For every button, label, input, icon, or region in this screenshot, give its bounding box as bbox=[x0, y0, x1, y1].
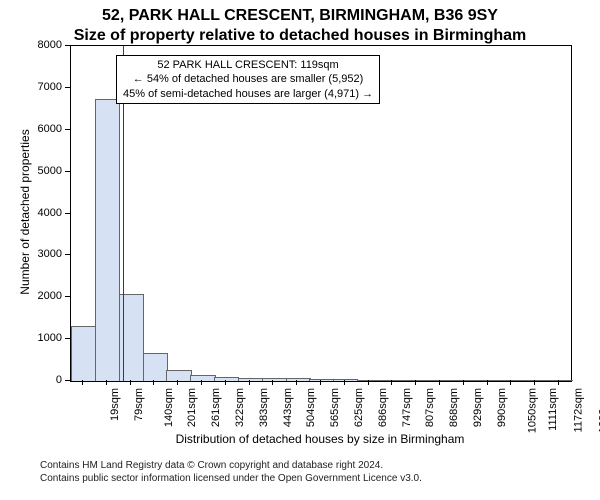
x-tick-label: 807sqm bbox=[425, 388, 437, 427]
x-tick-label: 443sqm bbox=[282, 388, 294, 427]
x-tick-mark bbox=[415, 380, 416, 385]
x-tick-mark bbox=[249, 380, 250, 385]
x-tick-mark bbox=[439, 380, 440, 385]
histogram-bar bbox=[500, 380, 525, 382]
x-tick-mark bbox=[391, 380, 392, 385]
x-tick-label: 929sqm bbox=[472, 388, 484, 427]
y-tick-label: 8000 bbox=[22, 39, 62, 51]
histogram-bar bbox=[143, 353, 168, 381]
histogram-bar bbox=[262, 378, 287, 382]
annotation-line-1: 52 PARK HALL CRESCENT: 119sqm bbox=[123, 58, 373, 72]
histogram-bar bbox=[333, 379, 358, 381]
x-tick-label: 565sqm bbox=[329, 388, 341, 427]
y-tick-label: 1000 bbox=[22, 332, 62, 344]
annotation-line-2: ← 54% of detached houses are smaller (5,… bbox=[123, 72, 373, 86]
x-tick-mark bbox=[82, 380, 83, 385]
x-tick-mark bbox=[106, 380, 107, 385]
x-tick-label: 383sqm bbox=[258, 388, 270, 427]
histogram-bar bbox=[190, 375, 215, 381]
annotation-line-3: 45% of semi-detached houses are larger (… bbox=[123, 87, 373, 101]
x-tick-mark bbox=[463, 380, 464, 385]
x-tick-mark bbox=[153, 380, 154, 385]
histogram-bar bbox=[238, 378, 263, 382]
y-tick-label: 3000 bbox=[22, 248, 62, 260]
y-tick-label: 5000 bbox=[22, 165, 62, 177]
x-tick-mark bbox=[296, 380, 297, 385]
x-tick-mark bbox=[534, 380, 535, 385]
y-tick-label: 4000 bbox=[22, 207, 62, 219]
x-tick-label: 686sqm bbox=[377, 388, 389, 427]
x-tick-mark bbox=[368, 380, 369, 385]
x-axis-label: Distribution of detached houses by size … bbox=[70, 432, 570, 446]
x-tick-mark bbox=[272, 380, 273, 385]
histogram-bar bbox=[95, 99, 120, 381]
x-tick-label: 504sqm bbox=[306, 388, 318, 427]
x-tick-mark bbox=[344, 380, 345, 385]
x-tick-label: 1050sqm bbox=[526, 388, 538, 433]
x-tick-label: 1172sqm bbox=[573, 388, 585, 432]
x-tick-mark bbox=[130, 380, 131, 385]
y-tick-label: 7000 bbox=[22, 81, 62, 93]
histogram-bar bbox=[428, 380, 453, 382]
annotation-box: 52 PARK HALL CRESCENT: 119sqm ← 54% of d… bbox=[116, 55, 380, 104]
x-tick-label: 322sqm bbox=[234, 388, 246, 427]
attribution-line-1: Contains HM Land Registry data © Crown c… bbox=[40, 460, 422, 473]
histogram-bar bbox=[405, 380, 430, 382]
histogram-bar bbox=[476, 380, 501, 382]
x-tick-label: 868sqm bbox=[448, 388, 460, 427]
x-tick-label: 261sqm bbox=[210, 388, 222, 427]
chart-title: 52, PARK HALL CRESCENT, BIRMINGHAM, B36 … bbox=[0, 6, 600, 46]
x-tick-label: 140sqm bbox=[163, 388, 175, 427]
histogram-bar bbox=[309, 379, 334, 381]
title-line-1: 52, PARK HALL CRESCENT, BIRMINGHAM, B36 … bbox=[0, 6, 600, 26]
histogram-bar bbox=[166, 370, 191, 381]
histogram-bar bbox=[286, 378, 311, 381]
attribution-line-2: Contains public sector information licen… bbox=[40, 473, 422, 486]
x-tick-mark bbox=[558, 380, 559, 385]
x-tick-mark bbox=[201, 380, 202, 385]
x-tick-label: 19sqm bbox=[109, 388, 121, 421]
y-tick-label: 2000 bbox=[22, 290, 62, 302]
x-tick-mark bbox=[177, 380, 178, 385]
x-tick-mark bbox=[510, 380, 511, 385]
x-tick-label: 79sqm bbox=[133, 388, 145, 421]
x-tick-label: 625sqm bbox=[353, 388, 365, 427]
histogram-bar bbox=[524, 380, 549, 382]
histogram-bar bbox=[381, 380, 406, 382]
x-tick-label: 747sqm bbox=[401, 388, 413, 427]
histogram-bar bbox=[71, 326, 96, 381]
histogram-bar bbox=[214, 377, 239, 381]
attribution-text: Contains HM Land Registry data © Crown c… bbox=[40, 460, 422, 485]
x-tick-label: 990sqm bbox=[496, 388, 508, 427]
y-tick-label: 0 bbox=[22, 374, 62, 386]
y-tick-label: 6000 bbox=[22, 123, 62, 135]
x-tick-mark bbox=[320, 380, 321, 385]
x-tick-label: 1111sqm bbox=[547, 388, 559, 431]
histogram-bar bbox=[357, 380, 382, 382]
x-tick-mark bbox=[487, 380, 488, 385]
chart-container: 52, PARK HALL CRESCENT, BIRMINGHAM, B36 … bbox=[0, 0, 600, 500]
title-line-2: Size of property relative to detached ho… bbox=[0, 26, 600, 46]
x-tick-mark bbox=[225, 380, 226, 385]
x-tick-label: 201sqm bbox=[186, 388, 198, 427]
histogram-bar bbox=[547, 380, 572, 382]
histogram-bar bbox=[452, 380, 477, 382]
